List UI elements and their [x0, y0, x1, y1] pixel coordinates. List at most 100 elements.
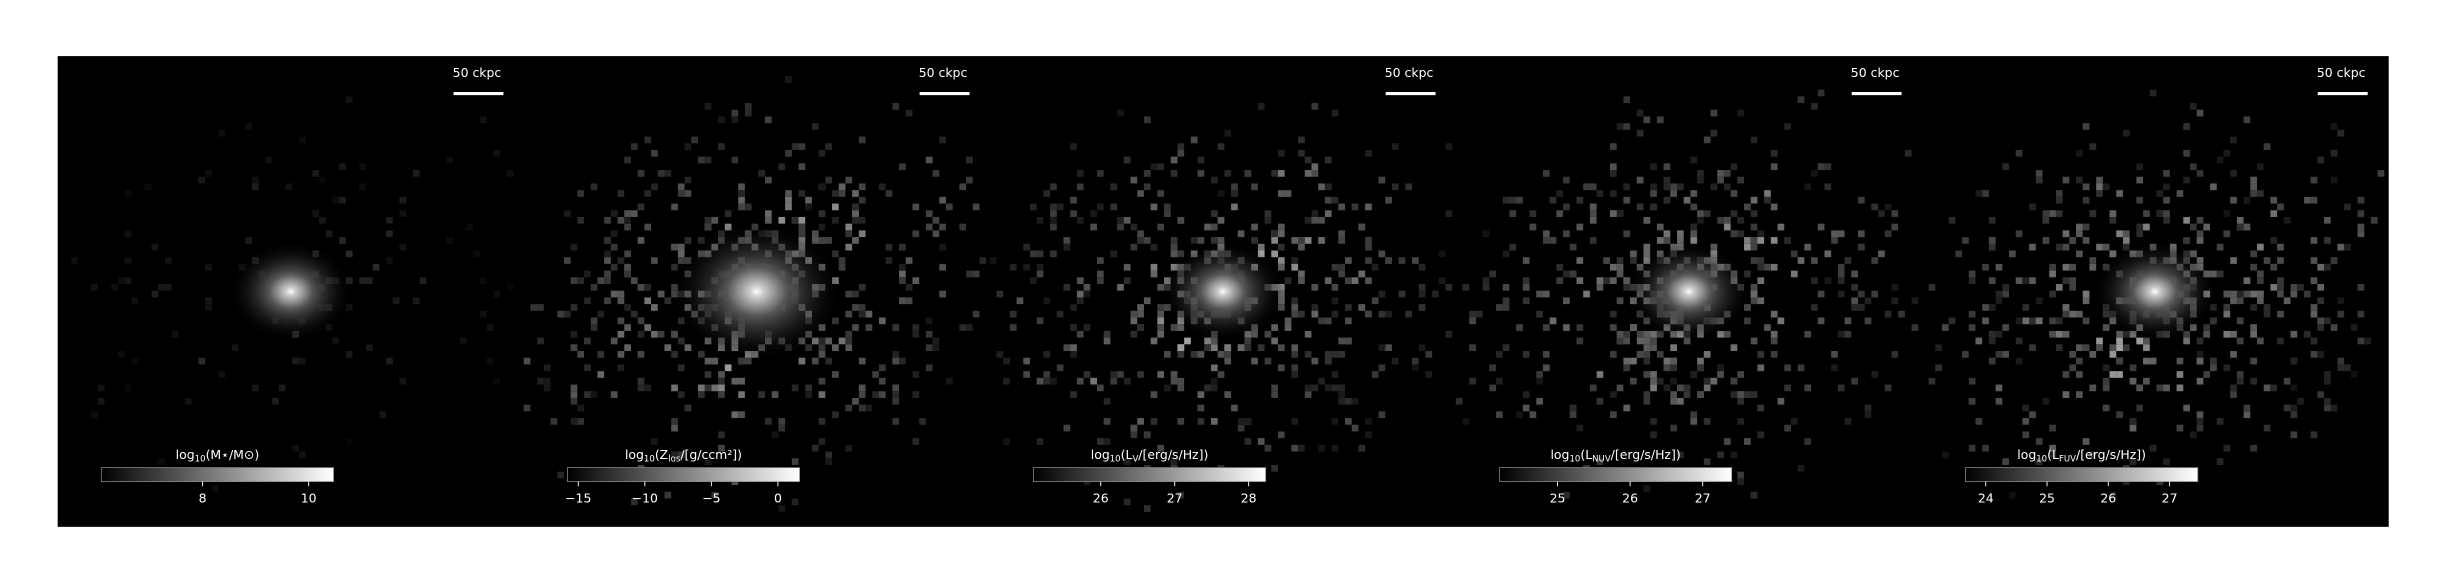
- image-pixel: [2049, 210, 2056, 217]
- image-pixel: [1271, 324, 1278, 331]
- image-pixel: [2082, 196, 2090, 204]
- image-pixel: [1522, 257, 1530, 264]
- image-pixel: [1968, 310, 1976, 318]
- image-pixel: [2357, 196, 2365, 204]
- image-pixel: [2250, 183, 2257, 191]
- image-pixel: [1717, 216, 1724, 224]
- image-pixel: [1857, 230, 1865, 238]
- image-pixel: [1744, 270, 1751, 278]
- image-pixel: [1103, 397, 1111, 405]
- image-pixel: [1150, 270, 1158, 278]
- image-pixel: [858, 391, 866, 398]
- image-pixel: [637, 377, 645, 385]
- image-pixel: [2002, 458, 2010, 465]
- image-pixel: [2337, 243, 2345, 251]
- image-pixel: [1583, 183, 1590, 191]
- image-pixel: [1157, 190, 1165, 197]
- image-pixel: [2344, 364, 2351, 372]
- image-pixel: [2310, 257, 2318, 264]
- image-pixel: [2149, 357, 2157, 365]
- image-pixel: [1982, 263, 1989, 271]
- image-pixel: [2290, 290, 2298, 298]
- image-pixel: [570, 344, 578, 352]
- image-pixel: [1244, 344, 1252, 352]
- image-pixel: [1284, 190, 1292, 197]
- image-pixel: [2317, 263, 2325, 271]
- image-pixel: [1851, 283, 1858, 291]
- image-pixel: [818, 391, 826, 398]
- image-pixel: [1837, 330, 1845, 338]
- image-pixel: [2176, 357, 2184, 365]
- image-pixel: [1043, 371, 1051, 378]
- image-pixel: [1277, 243, 1285, 251]
- image-pixel: [345, 96, 353, 104]
- image-pixel: [1609, 163, 1617, 171]
- image-pixel: [2250, 290, 2257, 298]
- image-pixel: [1244, 438, 1252, 445]
- image-pixel: [1670, 183, 1678, 191]
- image-pixel: [1264, 357, 1272, 365]
- image-pixel: [1271, 230, 1278, 238]
- image-pixel: [1864, 317, 1872, 325]
- image-pixel: [2189, 103, 2197, 110]
- image-pixel: [2082, 123, 2090, 130]
- image-pixel: [865, 310, 873, 318]
- colorbar-label: log10(LNUV/[erg/s/Hz]): [1550, 447, 1680, 464]
- image-pixel: [1576, 337, 1584, 345]
- image-pixel: [805, 203, 812, 211]
- image-pixel: [2022, 304, 2030, 311]
- image-pixel: [1757, 364, 1765, 372]
- image-pixel: [1935, 344, 1942, 352]
- image-pixel: [617, 257, 625, 264]
- image-pixel: [2183, 237, 2190, 244]
- image-pixel: [205, 170, 212, 177]
- image-pixel: [1123, 263, 1131, 271]
- image-pixel: [2102, 364, 2110, 372]
- image-pixel: [899, 357, 906, 365]
- image-pixel: [818, 149, 826, 157]
- image-pixel: [778, 163, 786, 171]
- image-pixel: [1723, 330, 1731, 338]
- image-pixel: [1157, 324, 1165, 331]
- image-pixel: [2324, 263, 2331, 271]
- colorbar-tick-label: 27: [1695, 490, 1711, 505]
- image-pixel: [1811, 103, 1818, 110]
- image-pixel: [2270, 263, 2278, 271]
- image-pixel: [671, 330, 678, 338]
- image-pixel: [2122, 243, 2130, 251]
- image-pixel: [1750, 290, 1758, 298]
- image-pixel: [845, 176, 853, 184]
- image-pixel: [2377, 170, 2385, 177]
- image-pixel: [711, 491, 719, 499]
- image-pixel: [1338, 397, 1346, 405]
- image-pixel: [1948, 216, 1956, 224]
- image-pixel: [2337, 310, 2345, 318]
- image-pixel: [543, 364, 551, 372]
- image-pixel: [2189, 163, 2197, 171]
- label-part: (L: [1121, 447, 1133, 462]
- image-pixel: [2129, 377, 2137, 385]
- image-pixel: [1710, 183, 1718, 191]
- image-pixel: [1630, 324, 1637, 331]
- image-pixel: [731, 377, 739, 385]
- image-pixel: [1083, 283, 1091, 291]
- image-pixel: [1365, 431, 1372, 439]
- image-pixel: [2049, 290, 2056, 298]
- image-pixel: [1291, 418, 1299, 425]
- image-pixel: [1723, 170, 1731, 177]
- image-pixel: [644, 283, 652, 291]
- image-pixel: [724, 364, 732, 372]
- image-pixel: [1975, 418, 1983, 425]
- image-pixel: [2250, 190, 2257, 197]
- image-pixel: [345, 250, 353, 258]
- image-pixel: [1224, 129, 1232, 137]
- image-pixel: [2243, 223, 2251, 231]
- image-pixel: [2243, 290, 2251, 298]
- image-pixel: [925, 330, 933, 338]
- image-pixel: [1284, 324, 1292, 331]
- image-pixel: [1043, 190, 1051, 197]
- image-pixel: [1784, 364, 1791, 372]
- image-pixel: [1117, 283, 1124, 291]
- image-pixel: [604, 250, 611, 258]
- image-pixel: [1063, 344, 1071, 352]
